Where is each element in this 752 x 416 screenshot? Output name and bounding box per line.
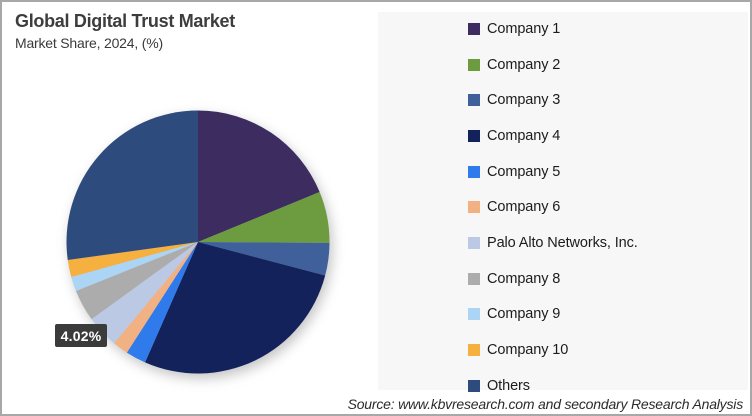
legend-item-company-3: Company 3 [468, 82, 738, 118]
legend-label: Company 2 [487, 56, 561, 73]
legend-label: Company 3 [487, 92, 561, 109]
legend-swatch-company-1 [468, 22, 480, 35]
legend-label: Company 9 [487, 306, 561, 323]
legend-item-company-6: Company 6 [468, 189, 738, 225]
chart-header: Global Digital Trust Market Market Share… [15, 10, 235, 51]
legend-item-palo-alto-networks-inc: Palo Alto Networks, Inc. [468, 225, 738, 261]
legend-label: Company 4 [487, 127, 561, 144]
chart-subtitle: Market Share, 2024, (%) [15, 34, 163, 51]
pie-slice-others [66, 110, 198, 260]
pie-slice-company-2 [198, 192, 330, 243]
data-label-palo-alto: 4.02% [55, 324, 107, 347]
pie-slice-palo-alto-networks-inc [91, 242, 198, 344]
legend-label: Palo Alto Networks, Inc. [487, 234, 638, 251]
pie-slice-company-8 [75, 242, 198, 320]
legend-label: Company 5 [487, 163, 561, 180]
legend: Company 1 Company 2 Company 3 Company 4 Comp… [468, 11, 738, 404]
pie-slice-company-6 [114, 242, 198, 353]
legend-item-company-9: Company 9 [468, 297, 738, 333]
legend-swatch-company-9 [468, 308, 480, 321]
legend-label: Company 8 [487, 270, 561, 287]
legend-label: Company 10 [487, 342, 569, 359]
legend-item-others: Others [468, 368, 738, 404]
legend-swatch-company-5 [468, 165, 480, 178]
legend-label: Others [487, 377, 530, 394]
legend-item-company-2: Company 2 [468, 47, 738, 83]
legend-swatch-company-10 [468, 344, 480, 357]
legend-panel [378, 12, 748, 390]
legend-item-company-5: Company 5 [468, 154, 738, 190]
pie-slice-company-4 [145, 242, 326, 374]
source-note: Source: www.kbvresearch.com and secondar… [347, 396, 744, 412]
legend-label: Company 1 [487, 20, 561, 37]
legend-swatch-company-2 [468, 58, 480, 71]
legend-item-company-4: Company 4 [468, 118, 738, 154]
legend-item-company-1: Company 1 [468, 11, 738, 47]
legend-label: Company 6 [487, 199, 561, 216]
legend-swatch-others [468, 379, 480, 392]
legend-swatch-company-8 [468, 272, 480, 285]
legend-swatch-company-3 [468, 94, 480, 107]
legend-item-company-8: Company 8 [468, 261, 738, 297]
pie-chart [66, 110, 330, 374]
pie-slice-company-1 [198, 110, 320, 242]
pie-slice-company-9 [71, 242, 198, 292]
chart-title: Global Digital Trust Market [15, 11, 235, 31]
pie-slice-company-10 [67, 242, 198, 277]
legend-swatch-company-4 [468, 129, 480, 142]
pie-slice-company-3 [198, 242, 330, 276]
legend-item-company-10: Company 10 [468, 332, 738, 368]
pie-slice-company-5 [126, 242, 198, 363]
legend-swatch-company-6 [468, 201, 480, 214]
legend-swatch-palo-alto-networks-inc [468, 236, 480, 249]
